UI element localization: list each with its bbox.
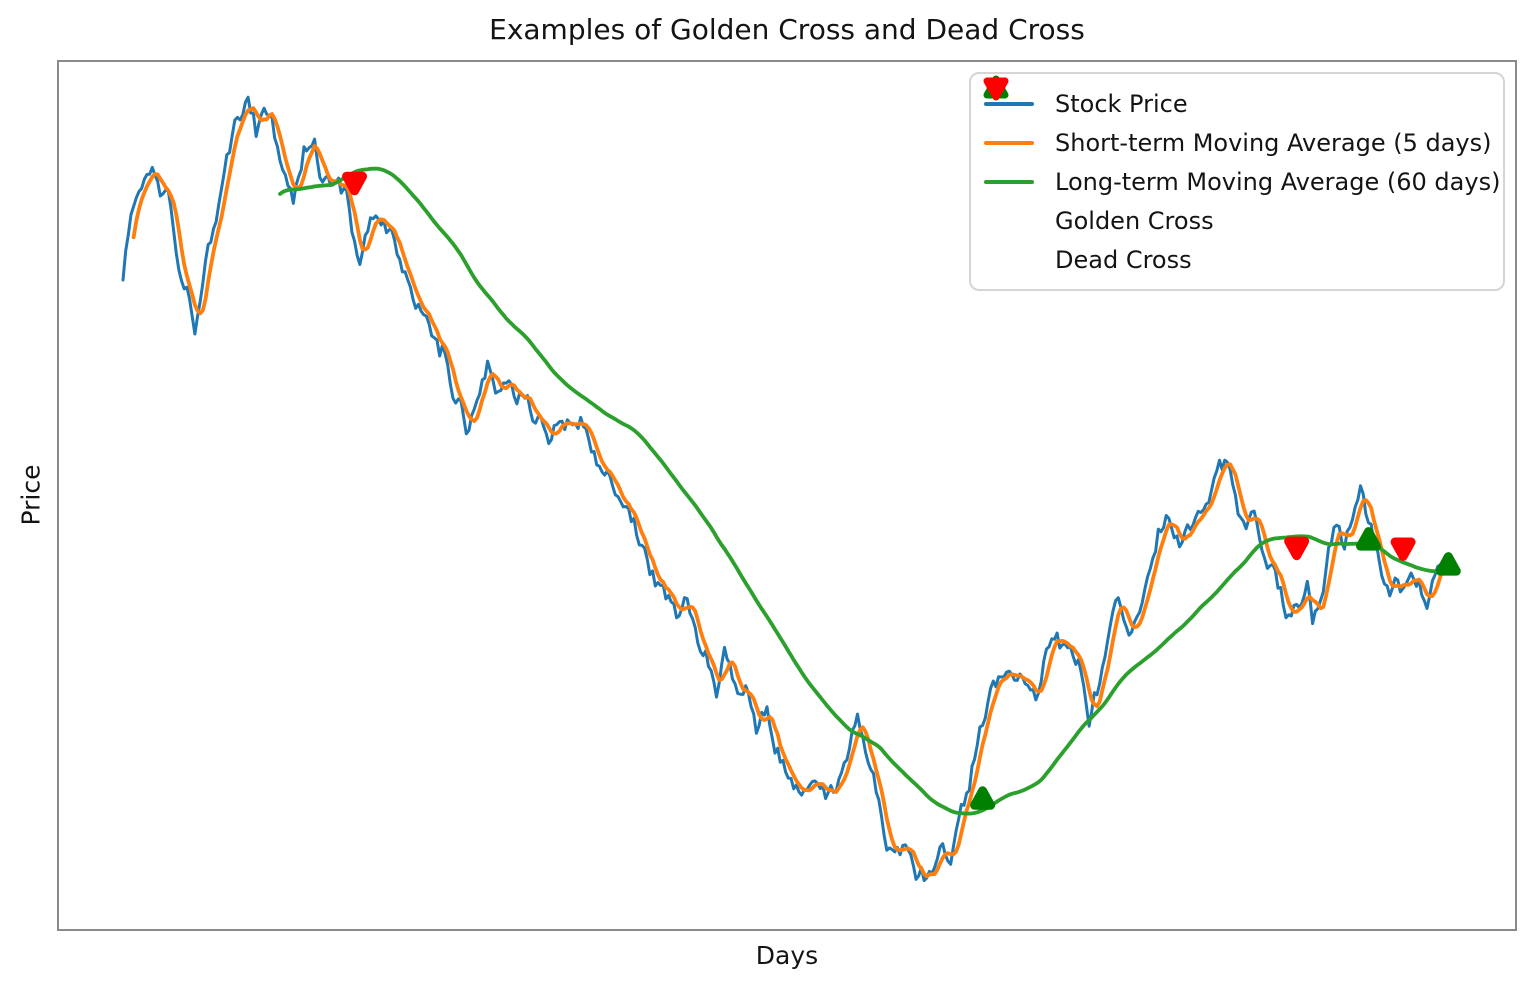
legend-label-long-ma: Long-term Moving Average (60 days) [1055, 167, 1501, 196]
short-ma-line-swatch [984, 140, 1034, 145]
legend-label-stock-price: Stock Price [1055, 89, 1188, 118]
short-term-ma-line [131, 106, 1453, 879]
legend-label-dead-cross: Dead Cross [1055, 245, 1192, 274]
legend: Stock Price Short-term Moving Average (5… [969, 72, 1505, 291]
dead-cross-marker [342, 171, 368, 196]
chart-canvas [121, 95, 1461, 883]
long-ma-line-swatch [984, 179, 1034, 184]
golden-cross-marker [1435, 552, 1461, 576]
stock-price-line [121, 95, 1453, 883]
legend-item-long-ma: Long-term Moving Average (60 days) [983, 162, 1503, 201]
plot-area: Stock Price Short-term Moving Average (5… [57, 60, 1517, 931]
long-term-ma-line [278, 166, 1453, 816]
legend-item-golden-cross: Golden Cross [983, 75, 1503, 240]
legend-label-short-ma: Short-term Moving Average (5 days) [1055, 128, 1492, 157]
chart-title: Examples of Golden Cross and Dead Cross [489, 13, 1085, 46]
y-axis-label: Price [16, 464, 46, 526]
dead-cross-marker [1390, 537, 1416, 561]
legend-item-stock-price: Stock Price [983, 84, 1503, 123]
legend-item-short-ma: Short-term Moving Average (5 days) [983, 123, 1503, 162]
golden-cross-marker [970, 786, 996, 810]
legend-item-dead-cross: Dead Cross [983, 77, 1503, 279]
golden-cross-marker [1356, 527, 1381, 551]
stock-price-line-swatch [984, 101, 1034, 106]
x-axis-label: Days [755, 941, 819, 970]
dead-cross-marker [1284, 536, 1310, 561]
legend-label-golden-cross: Golden Cross [1055, 206, 1214, 235]
dead-cross-icon [983, 77, 1009, 101]
